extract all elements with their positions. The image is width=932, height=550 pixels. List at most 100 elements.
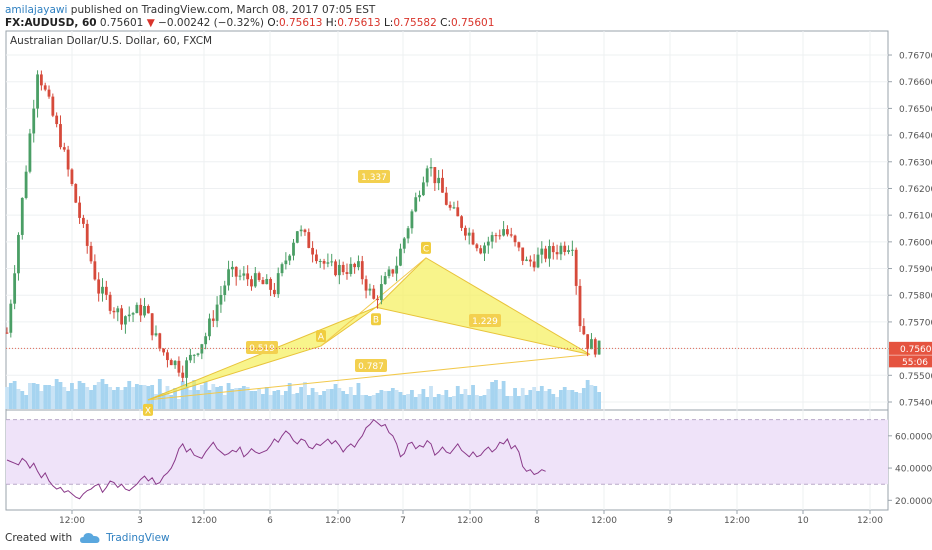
volume-bar — [196, 390, 200, 409]
volume-bar — [406, 394, 410, 409]
time-tick-label: 9 — [667, 516, 673, 526]
candle-body — [357, 261, 360, 268]
candle-body — [295, 231, 299, 243]
rsi-tick-label: 60.0000 — [895, 432, 932, 442]
candle-body — [135, 304, 139, 314]
candle-body — [47, 89, 51, 97]
candle-body — [349, 263, 353, 274]
volume-bar — [593, 386, 598, 409]
candle-body — [238, 275, 242, 277]
volume-bar — [295, 393, 300, 409]
volume-bar — [169, 395, 174, 409]
volume-bar — [257, 389, 262, 409]
candle-body — [93, 261, 97, 280]
volume-bar — [448, 397, 453, 409]
publish-line: amilajayawi published on TradingView.com… — [5, 4, 375, 16]
volume-bar — [306, 395, 311, 409]
volume-bar — [184, 385, 189, 409]
candle-body — [208, 318, 211, 337]
candle-body — [315, 254, 318, 262]
time-tick-label: 10 — [797, 516, 809, 526]
volume-bar — [39, 391, 44, 409]
candle-body — [36, 74, 39, 109]
volume-bar — [402, 395, 407, 409]
volume-bar — [539, 386, 544, 409]
volume-bar — [199, 385, 204, 409]
candle-body — [253, 273, 257, 287]
pattern-line-ac — [320, 257, 427, 347]
volume-bar — [585, 380, 590, 409]
ohlc-line: FX:AUDUSD, 60 0.75601 ▼ −0.00242 (−0.32%… — [5, 17, 494, 29]
author-link[interactable]: amilajayawi — [5, 4, 68, 16]
candle-body — [368, 288, 372, 291]
candle-body — [528, 259, 532, 262]
candle-body — [322, 261, 326, 264]
volume-bar — [188, 390, 193, 409]
candle-body — [486, 241, 490, 246]
volume-bar — [505, 396, 510, 409]
volume-bar — [394, 390, 399, 409]
ratio-label: 0.787 — [358, 362, 384, 372]
candle-body — [555, 252, 559, 255]
candle-body — [139, 304, 143, 316]
volume-bar — [245, 387, 250, 409]
volume-bar — [421, 389, 426, 409]
volume-bar — [501, 381, 506, 409]
time-tick-label: 6 — [267, 516, 273, 526]
candle-body — [502, 229, 505, 236]
volume-bar — [337, 388, 342, 409]
candle-body — [517, 242, 521, 248]
pattern-label-x: X — [145, 406, 151, 416]
volume-bar — [77, 381, 82, 409]
countdown-label: 55:06 — [902, 358, 928, 368]
time-tick-label: 12:00 — [59, 516, 85, 526]
open-value: 0.75613 — [278, 17, 323, 29]
candle-body — [116, 308, 120, 313]
candle-body — [525, 259, 528, 261]
candle-body — [452, 207, 456, 209]
chart-title: Australian Dollar/U.S. Dollar, 60, FXCM — [10, 35, 212, 47]
ratio-label-box — [469, 314, 501, 327]
candle-body — [521, 247, 525, 261]
current-price-tag — [889, 341, 932, 355]
volume-bar — [318, 395, 323, 409]
candle-body — [261, 279, 265, 285]
candle-body — [242, 273, 246, 276]
candle-body — [131, 313, 135, 315]
candle-body — [62, 147, 66, 150]
volume-bar — [310, 388, 315, 409]
volume-bar — [314, 392, 319, 409]
pattern-label-c: C — [423, 244, 429, 254]
candle-body — [506, 229, 509, 235]
countdown-tag — [889, 355, 932, 368]
candle-body — [318, 261, 322, 263]
ratio-label-box — [246, 341, 278, 354]
volume-bar — [192, 380, 197, 409]
candle-body — [20, 197, 24, 235]
volume-bar — [562, 387, 567, 409]
candle-body — [376, 298, 379, 301]
volume-bar — [364, 395, 368, 409]
volume-bar — [555, 397, 559, 409]
tradingview-brand[interactable]: TradingView — [106, 532, 170, 544]
harmonic-pattern — [147, 257, 591, 401]
volume-bar — [379, 390, 384, 409]
volume-bar — [249, 391, 254, 409]
volume-bar — [180, 381, 185, 409]
candle-body — [444, 192, 448, 205]
candle-body — [414, 197, 418, 212]
candle-body — [425, 168, 429, 183]
candle-body — [395, 265, 399, 274]
candle-body — [173, 360, 177, 366]
candle-body — [127, 314, 131, 317]
time-tick-label: 12:00 — [191, 516, 217, 526]
volume-bar — [459, 394, 464, 409]
candle-body — [326, 262, 330, 264]
candle-body — [108, 294, 112, 311]
candle-body — [85, 223, 89, 246]
candle-body — [410, 211, 414, 229]
